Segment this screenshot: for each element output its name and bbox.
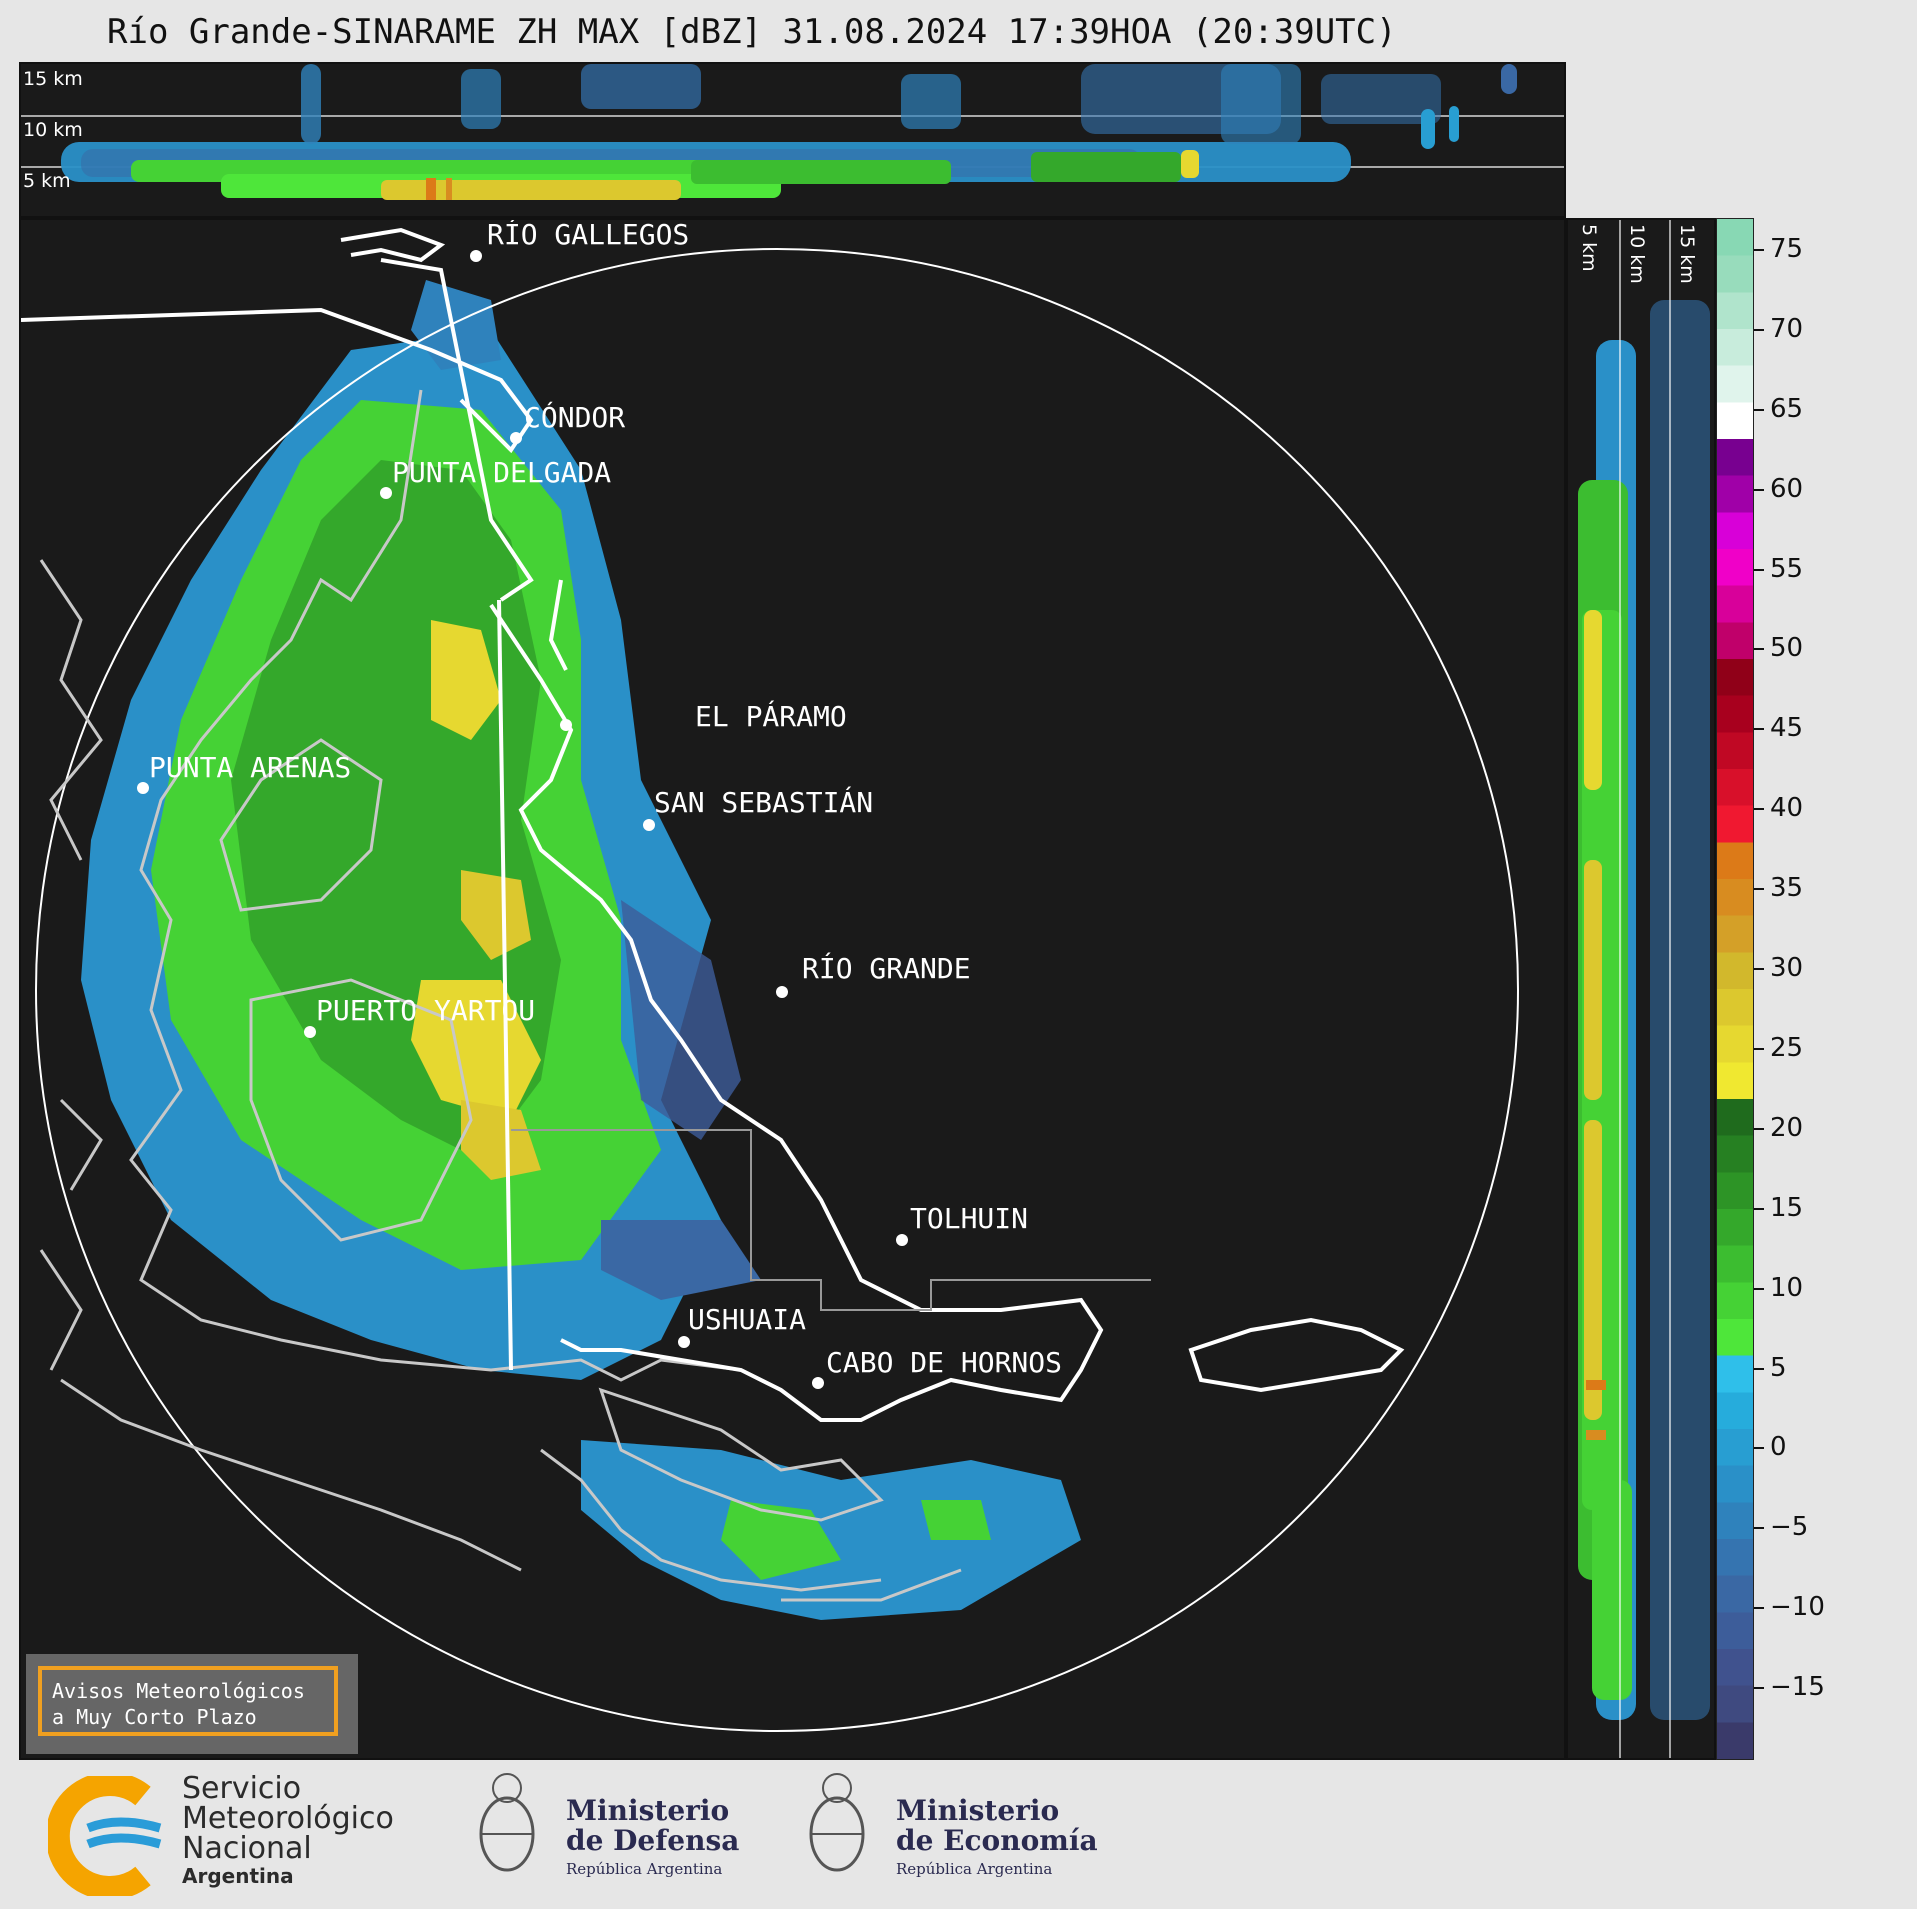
economia-logo-text: Ministerio de Economía [896,1796,1098,1856]
colorbar-tick-label: 40 [1770,793,1804,824]
defensa-line-1: Ministerio [566,1794,730,1827]
colorbar-tick-mark [1754,648,1764,651]
colorbar-tick-label: 45 [1770,713,1804,744]
defensa-line-2: de Defensa [566,1824,740,1857]
colorbar-tick-mark [1754,1607,1764,1610]
colorbar-tick-label: 35 [1770,873,1804,904]
colorbar-tick-mark [1754,408,1764,411]
top-height-label-10km: 10 km [23,119,83,141]
colorbar-tick-label: 15 [1770,1192,1804,1223]
side-cross-section-echoes [1578,300,1710,1720]
colorbar-tick-mark [1754,1367,1764,1370]
aviso-line-2: a Muy Corto Plazo [52,1705,257,1729]
colorbar-tick-mark [1754,248,1764,251]
smn-logo-text: Servicio Meteorológico Nacional Argentin… [182,1771,394,1889]
colorbar-tick-mark [1754,888,1764,891]
city-label-condor: CÓNDOR [524,401,626,434]
coastline-argentina [21,227,1405,1422]
top-height-label-15km: 15 km [23,68,83,90]
city-label-rio-gallegos: RÍO GALLEGOS [487,218,690,251]
smn-line-3: Nacional [182,1831,312,1866]
colorbar-tick-mark [1754,968,1764,971]
colorbar-tick-mark [1754,728,1764,731]
smn-line-4: Argentina [182,1864,294,1888]
colorbar-tick-mark [1754,808,1764,811]
city-markers [137,250,908,1389]
aviso-frame: Avisos Meteorológicos a Muy Corto Plazo [38,1666,338,1736]
colorbar-tick-label: 55 [1770,553,1804,584]
aviso-line-1: Avisos Meteorológicos [52,1679,305,1703]
colorbar-tick-mark [1754,568,1764,571]
colorbar-tick-label: −5 [1770,1512,1809,1543]
colorbar-tick-label: 75 [1770,233,1804,264]
city-label-ushuaia: USHUAIA [688,1303,807,1336]
colorbar-tick-label: 30 [1770,953,1804,984]
side-height-label-5km: 5 km [1578,224,1600,272]
colorbar-tick-mark [1754,1047,1764,1050]
colorbar-tick-mark [1754,1447,1764,1450]
colorbar-tick-label: 5 [1770,1352,1787,1383]
city-label-tolhuin: TOLHUIN [910,1202,1029,1235]
city-label-punta-delgada: PUNTA DELGADA [392,456,612,489]
smn-line-2: Meteorológico [182,1801,394,1836]
top-cross-section-panel: 15 km 10 km 5 km [19,62,1566,218]
colorbar-tick-label: −15 [1770,1672,1825,1703]
province-boundary [511,1129,1151,1311]
defensa-coat-of-arms-icon [479,1773,535,1872]
defensa-logo-text: Ministerio de Defensa [566,1796,739,1856]
colorbar-tick-label: −10 [1770,1592,1825,1623]
economia-line-2: de Economía [896,1824,1098,1857]
colorbar-tick-mark [1754,1287,1764,1290]
city-label-cabo-de-hornos: CABO DE HORNOS [826,1346,1063,1379]
coastline-chile [39,389,962,1602]
city-label-san-sebastian: SAN SEBASTIÁN [654,786,874,819]
top-cross-section-plot [21,64,1564,200]
city-label-puerto-yartou: PUERTO YARTOU [316,994,536,1027]
radar-map [21,227,1519,1732]
side-height-label-10km: 10 km [1626,224,1648,284]
aviso-box: Avisos Meteorológicos a Muy Corto Plazo [26,1654,358,1754]
economia-subtitle: República Argentina [896,1860,1053,1878]
colorbar-tick-mark [1754,328,1764,331]
colorbar-tick-label: 10 [1770,1272,1804,1303]
city-label-punta-arenas: PUNTA ARENAS [149,751,352,784]
side-cross-section-plot [1578,220,1710,1758]
range-ring [35,248,1519,1732]
international-border [497,599,513,1371]
economia-coat-of-arms-icon [809,1773,865,1872]
top-cross-section-echoes [61,64,1517,200]
smn-line-1: Servicio [182,1771,302,1806]
colorbar-tick-mark [1754,1207,1764,1210]
city-label-rio-grande: RÍO GRANDE [802,952,971,985]
colorbar-tick-label: 50 [1770,633,1804,664]
defensa-subtitle: República Argentina [566,1860,723,1878]
dbz-colorbar [1716,218,1754,1760]
colorbar-tick-label: 70 [1770,313,1804,344]
smn-logo-icon [48,1776,162,1896]
colorbar-tick-label: 65 [1770,393,1804,424]
top-height-label-5km: 5 km [23,170,71,192]
colorbar-tick-mark [1754,1527,1764,1530]
colorbar-tick-mark [1754,1127,1764,1130]
colorbar-tick-label: 0 [1770,1432,1787,1463]
colorbar-tick-mark [1754,1687,1764,1690]
economia-line-1: Ministerio [896,1794,1060,1827]
colorbar-tick-label: 25 [1770,1032,1804,1063]
page-title: Río Grande-SINARAME ZH MAX [dBZ] 31.08.2… [107,12,1397,52]
side-cross-section-panel: 5 km 10 km 15 km [1566,218,1716,1760]
side-height-label-15km: 15 km [1676,224,1698,284]
colorbar-tick-label: 20 [1770,1112,1804,1143]
colorbar-tick-mark [1754,488,1764,491]
city-label-el-paramo: EL PÁRAMO [695,700,847,733]
colorbar-tick-label: 60 [1770,473,1804,504]
radar-echoes [81,280,1081,1620]
radar-map-panel: RÍO GALLEGOS CÓNDOR PUNTA DELGADA EL PÁR… [19,218,1566,1760]
